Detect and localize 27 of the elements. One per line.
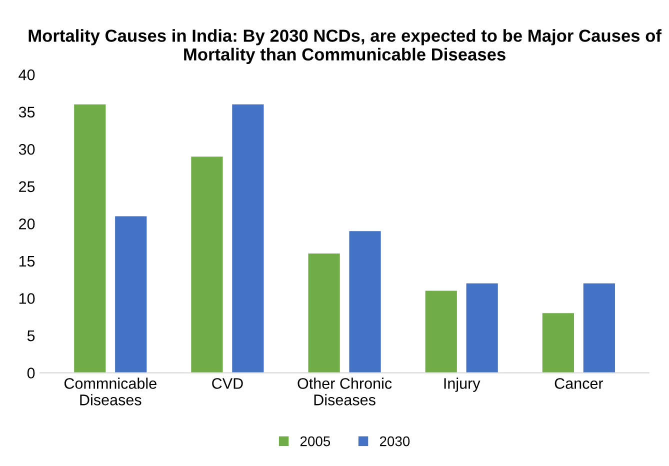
- y-tick-label: 10: [19, 293, 35, 304]
- bar: [425, 290, 457, 373]
- bar: [232, 104, 264, 373]
- y-tick-label: 25: [19, 181, 35, 192]
- bar: [115, 216, 147, 373]
- y-tick-label: 20: [19, 218, 35, 230]
- y-tick-label: 35: [18, 106, 35, 118]
- bar: [349, 231, 381, 373]
- bar: [466, 283, 498, 373]
- y-tick-label: 5: [27, 330, 35, 342]
- y-tick-label: 15: [19, 256, 35, 267]
- x-tick-label: CVD: [212, 378, 243, 389]
- x-tick-label: Cancer: [554, 378, 604, 389]
- legend-label: 2005: [300, 436, 330, 446]
- legend-label: 2030: [380, 436, 410, 446]
- bar: [583, 283, 615, 373]
- bar: [74, 104, 106, 373]
- bar: [191, 156, 223, 373]
- bar: [542, 313, 574, 373]
- x-tick-label: Injury: [444, 378, 480, 392]
- bar: [308, 254, 340, 373]
- x-tick-label: Other Chronic Diseases: [298, 378, 392, 406]
- y-tick-label: 0: [27, 368, 35, 378]
- chart-title: Mortality Causes in India: By 2030 NCDs, are expected to be Major Causes of Mortality than Communicable Diseases: [28, 29, 662, 64]
- y-tick-label: 30: [18, 144, 35, 155]
- y-tick-label: 40: [18, 69, 35, 80]
- x-tick-label: Commnicable Diseases: [64, 378, 156, 406]
